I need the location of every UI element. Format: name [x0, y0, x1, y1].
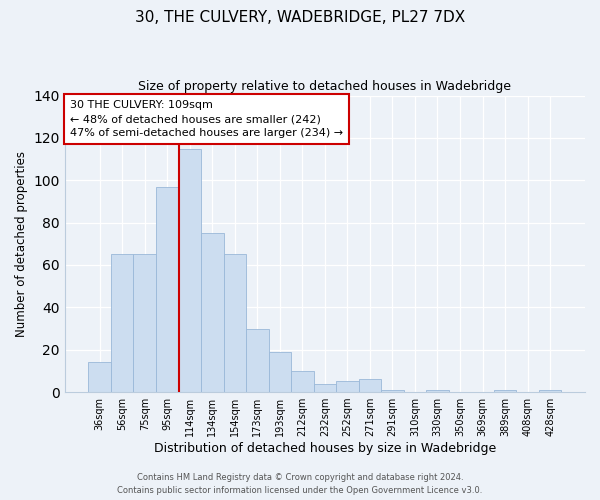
Bar — [291, 371, 314, 392]
Bar — [201, 233, 224, 392]
Bar — [381, 390, 404, 392]
Bar — [88, 362, 111, 392]
Bar — [224, 254, 246, 392]
Bar — [246, 328, 269, 392]
Y-axis label: Number of detached properties: Number of detached properties — [15, 151, 28, 337]
Title: Size of property relative to detached houses in Wadebridge: Size of property relative to detached ho… — [139, 80, 511, 93]
Bar — [539, 390, 562, 392]
Bar — [314, 384, 336, 392]
Text: 30, THE CULVERY, WADEBRIDGE, PL27 7DX: 30, THE CULVERY, WADEBRIDGE, PL27 7DX — [135, 10, 465, 25]
X-axis label: Distribution of detached houses by size in Wadebridge: Distribution of detached houses by size … — [154, 442, 496, 455]
Text: 30 THE CULVERY: 109sqm
← 48% of detached houses are smaller (242)
47% of semi-de: 30 THE CULVERY: 109sqm ← 48% of detached… — [70, 100, 343, 138]
Text: Contains HM Land Registry data © Crown copyright and database right 2024.
Contai: Contains HM Land Registry data © Crown c… — [118, 474, 482, 495]
Bar — [179, 148, 201, 392]
Bar — [426, 390, 449, 392]
Bar — [156, 186, 179, 392]
Bar — [133, 254, 156, 392]
Bar — [111, 254, 133, 392]
Bar — [269, 352, 291, 392]
Bar — [359, 380, 381, 392]
Bar — [494, 390, 517, 392]
Bar — [336, 382, 359, 392]
